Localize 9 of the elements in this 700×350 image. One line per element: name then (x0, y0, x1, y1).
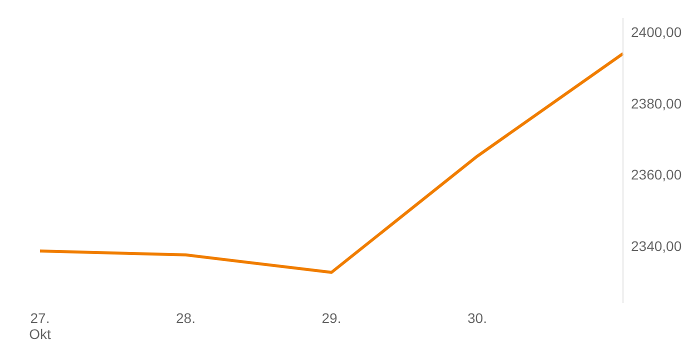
x-tick-label: 27. Okt (29, 310, 51, 342)
line-series (38, 52, 624, 274)
x-tick-label: 29. (322, 310, 342, 326)
x-tick-label: 28. (176, 310, 196, 326)
y-tick-label: 2340,00 (631, 238, 682, 254)
y-tick-label: 2400,00 (631, 24, 682, 40)
y-tick-label: 2380,00 (631, 95, 682, 112)
y-tick-label: 2360,00 (631, 166, 682, 183)
x-tick-label: 30. (468, 310, 487, 326)
